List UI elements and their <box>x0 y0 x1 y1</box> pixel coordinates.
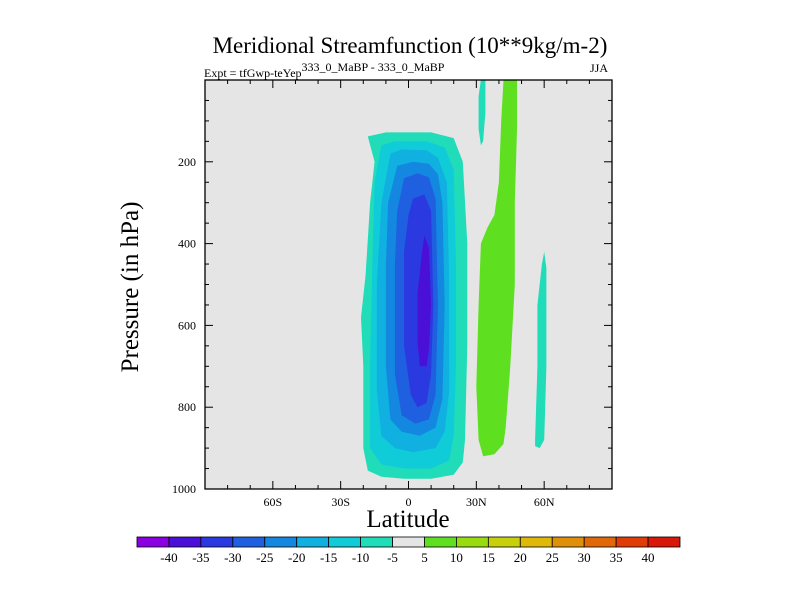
colorbar-swatch <box>615 536 649 548</box>
contour-region-minus5-north-left <box>478 80 486 146</box>
colorbar-label: 20 <box>514 550 527 565</box>
colorbar-swatch <box>264 536 298 548</box>
colorbar-swatch <box>200 536 234 548</box>
colorbar-swatch <box>360 536 393 548</box>
contour-region-minus35 <box>417 235 432 367</box>
colorbar-swatch <box>551 536 585 548</box>
colorbar-label: -35 <box>192 550 209 565</box>
x-tick-label: 60S <box>263 495 282 509</box>
chart-title: Meridional Streamfunction (10**9kg/m-2) <box>213 33 608 58</box>
colorbar-label: 10 <box>450 550 463 565</box>
y-tick-label: 800 <box>178 400 196 414</box>
colorbar-label: -25 <box>256 550 273 565</box>
plot-area <box>204 79 613 490</box>
x-tick-label: 30N <box>466 495 487 509</box>
colorbar-swatch <box>487 536 521 548</box>
colorbar-swatch <box>519 536 553 548</box>
colorbar-swatch <box>296 536 330 548</box>
y-tick-label: 600 <box>178 318 196 332</box>
colorbar-label: 35 <box>610 550 623 565</box>
colorbar-swatch <box>136 536 170 548</box>
colorbar-swatch <box>583 536 617 548</box>
experiment-subtitle-superscript: 333_0_MaBP - 333_0_MaBP <box>302 60 445 74</box>
colorbar-label: 40 <box>642 550 655 565</box>
colorbar-label: 30 <box>578 550 591 565</box>
colorbar-swatch <box>168 536 202 548</box>
contour-region-pos5-north <box>476 80 517 457</box>
season-label: JJA <box>590 61 608 75</box>
colorbar-swatch <box>328 536 361 548</box>
colorbar-label: -20 <box>288 550 305 565</box>
y-axis: 200 400 600 800 1000 <box>172 79 612 496</box>
colorbar-swatch <box>232 536 266 548</box>
experiment-subtitle: Expt = tfGwp-teYep333_0_MaBP - 333_0_MaB… <box>204 60 445 80</box>
x-tick-label: 30S <box>331 495 350 509</box>
y-tick-label: 400 <box>178 237 196 251</box>
colorbar-swatch <box>392 536 425 548</box>
colorbar-label: 15 <box>482 550 495 565</box>
colorbar-swatch <box>424 536 457 548</box>
colorbar-label: -15 <box>320 550 337 565</box>
x-tick-label: 60N <box>534 495 555 509</box>
colorbar-label: -30 <box>224 550 241 565</box>
colorbar: -40 -35 -30 -25 -20 -15 -10 -5 5 10 15 20 25 30 35 40 <box>136 536 681 565</box>
y-axis-label: Pressure (in hPa) <box>117 202 144 373</box>
colorbar-label: 5 <box>421 550 428 565</box>
colorbar-label: -5 <box>387 550 398 565</box>
colorbar-label: -40 <box>160 550 177 565</box>
colorbar-swatch <box>456 536 489 548</box>
x-tick-label: 0 <box>406 495 412 509</box>
experiment-subtitle-prefix: Expt = tfGwp-teYep <box>204 66 302 80</box>
colorbar-swatch <box>647 536 681 548</box>
contour-region-minus5-north-right <box>535 251 547 449</box>
colorbar-label: -10 <box>352 550 369 565</box>
x-axis: 60S 30S 0 30N 60N <box>204 80 613 509</box>
y-tick-label: 200 <box>178 155 196 169</box>
colorbar-label: 25 <box>546 550 559 565</box>
x-axis-label: Latitude <box>366 506 449 533</box>
y-tick-label: 1000 <box>172 482 196 496</box>
